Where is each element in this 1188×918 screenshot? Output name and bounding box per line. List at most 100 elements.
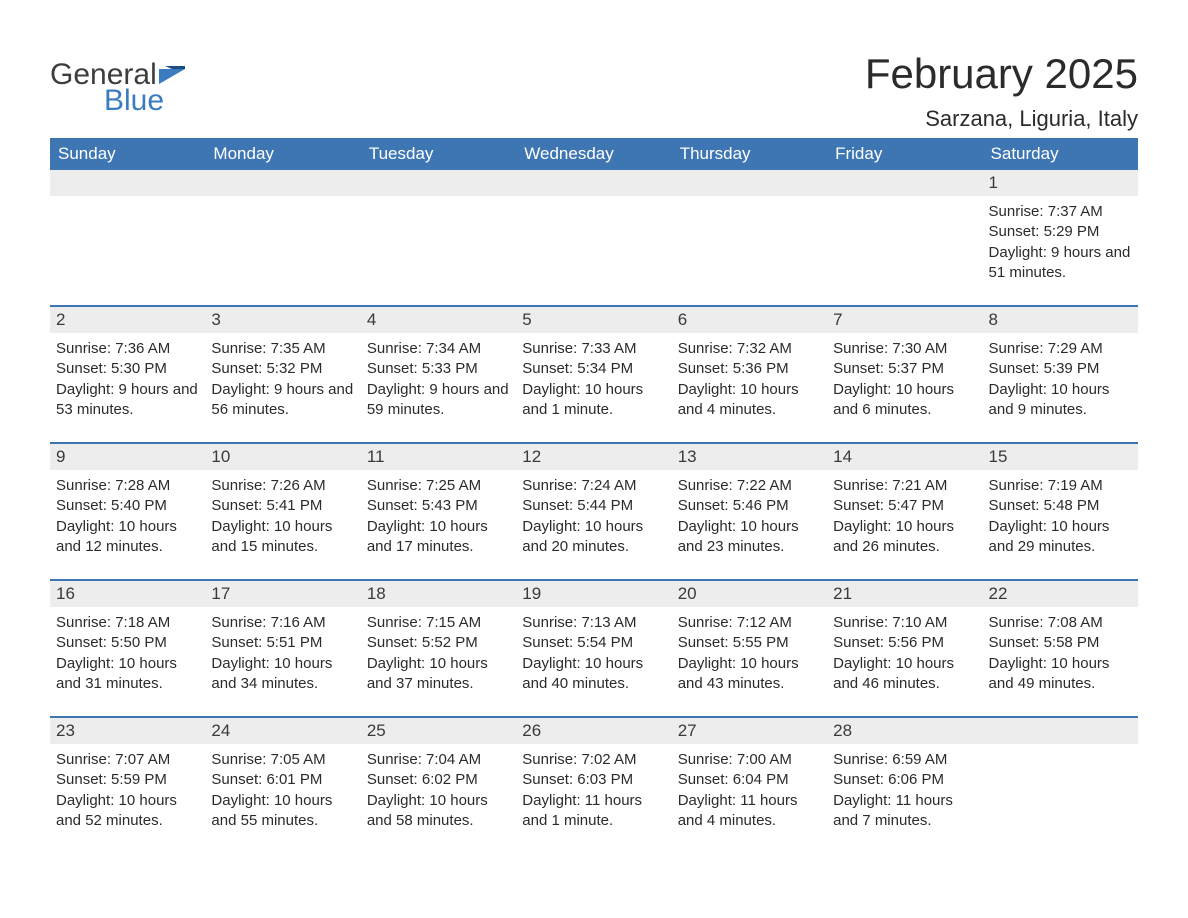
day-details: Sunrise: 7:08 AMSunset: 5:58 PMDaylight:… (983, 607, 1138, 698)
day-number: 28 (827, 718, 982, 744)
day-number: 11 (361, 444, 516, 470)
calendar-day: 3Sunrise: 7:35 AMSunset: 5:32 PMDaylight… (205, 307, 360, 424)
day-details: Sunrise: 7:00 AMSunset: 6:04 PMDaylight:… (672, 744, 827, 835)
day-details: Sunrise: 7:19 AMSunset: 5:48 PMDaylight:… (983, 470, 1138, 561)
calendar-day: 20Sunrise: 7:12 AMSunset: 5:55 PMDayligh… (672, 581, 827, 698)
weekday-monday: Monday (205, 138, 360, 170)
day-number: 26 (516, 718, 671, 744)
sunrise-text: Sunrise: 7:33 AM (522, 339, 665, 359)
sunset-text: Sunset: 6:02 PM (367, 770, 510, 790)
sunset-text: Sunset: 5:32 PM (211, 359, 354, 379)
day-number (205, 170, 360, 196)
daylight-text: Daylight: 11 hours and 1 minute. (522, 791, 665, 832)
day-number (672, 170, 827, 196)
weekday-wednesday: Wednesday (516, 138, 671, 170)
day-number: 4 (361, 307, 516, 333)
calendar-day: 11Sunrise: 7:25 AMSunset: 5:43 PMDayligh… (361, 444, 516, 561)
daylight-text: Daylight: 10 hours and 1 minute. (522, 380, 665, 421)
sunset-text: Sunset: 5:56 PM (833, 633, 976, 653)
day-details: Sunrise: 7:25 AMSunset: 5:43 PMDaylight:… (361, 470, 516, 561)
day-number: 19 (516, 581, 671, 607)
calendar-day: 8Sunrise: 7:29 AMSunset: 5:39 PMDaylight… (983, 307, 1138, 424)
calendar-day: 23Sunrise: 7:07 AMSunset: 5:59 PMDayligh… (50, 718, 205, 835)
day-details: Sunrise: 7:22 AMSunset: 5:46 PMDaylight:… (672, 470, 827, 561)
sunrise-text: Sunrise: 7:02 AM (522, 750, 665, 770)
day-details: Sunrise: 7:15 AMSunset: 5:52 PMDaylight:… (361, 607, 516, 698)
calendar-day: 2Sunrise: 7:36 AMSunset: 5:30 PMDaylight… (50, 307, 205, 424)
sunset-text: Sunset: 5:52 PM (367, 633, 510, 653)
calendar-day: 1Sunrise: 7:37 AMSunset: 5:29 PMDaylight… (983, 170, 1138, 287)
daylight-text: Daylight: 10 hours and 4 minutes. (678, 380, 821, 421)
day-details: Sunrise: 7:05 AMSunset: 6:01 PMDaylight:… (205, 744, 360, 835)
calendar-day: 27Sunrise: 7:00 AMSunset: 6:04 PMDayligh… (672, 718, 827, 835)
day-details: Sunrise: 7:21 AMSunset: 5:47 PMDaylight:… (827, 470, 982, 561)
day-number: 2 (50, 307, 205, 333)
calendar-day: 12Sunrise: 7:24 AMSunset: 5:44 PMDayligh… (516, 444, 671, 561)
day-details: Sunrise: 7:18 AMSunset: 5:50 PMDaylight:… (50, 607, 205, 698)
sunset-text: Sunset: 6:01 PM (211, 770, 354, 790)
day-details: Sunrise: 7:02 AMSunset: 6:03 PMDaylight:… (516, 744, 671, 835)
sunset-text: Sunset: 5:39 PM (989, 359, 1132, 379)
daylight-text: Daylight: 10 hours and 23 minutes. (678, 517, 821, 558)
weekday-friday: Friday (827, 138, 982, 170)
sunset-text: Sunset: 5:41 PM (211, 496, 354, 516)
sunset-text: Sunset: 5:55 PM (678, 633, 821, 653)
calendar-day: 25Sunrise: 7:04 AMSunset: 6:02 PMDayligh… (361, 718, 516, 835)
day-details: Sunrise: 7:04 AMSunset: 6:02 PMDaylight:… (361, 744, 516, 835)
day-details: Sunrise: 7:32 AMSunset: 5:36 PMDaylight:… (672, 333, 827, 424)
calendar-day: 6Sunrise: 7:32 AMSunset: 5:36 PMDaylight… (672, 307, 827, 424)
logo: General Blue (50, 50, 185, 118)
weekday-tuesday: Tuesday (361, 138, 516, 170)
day-number: 24 (205, 718, 360, 744)
day-number: 1 (983, 170, 1138, 196)
calendar-day: 26Sunrise: 7:02 AMSunset: 6:03 PMDayligh… (516, 718, 671, 835)
sunrise-text: Sunrise: 7:30 AM (833, 339, 976, 359)
daylight-text: Daylight: 10 hours and 52 minutes. (56, 791, 199, 832)
sunset-text: Sunset: 5:33 PM (367, 359, 510, 379)
sunrise-text: Sunrise: 7:07 AM (56, 750, 199, 770)
sunset-text: Sunset: 6:06 PM (833, 770, 976, 790)
sunrise-text: Sunrise: 7:04 AM (367, 750, 510, 770)
sunrise-text: Sunrise: 7:19 AM (989, 476, 1132, 496)
day-number: 5 (516, 307, 671, 333)
day-details: Sunrise: 7:13 AMSunset: 5:54 PMDaylight:… (516, 607, 671, 698)
calendar-day (827, 170, 982, 287)
sunrise-text: Sunrise: 7:32 AM (678, 339, 821, 359)
daylight-text: Daylight: 10 hours and 12 minutes. (56, 517, 199, 558)
daylight-text: Daylight: 11 hours and 7 minutes. (833, 791, 976, 832)
calendar-week: 2Sunrise: 7:36 AMSunset: 5:30 PMDaylight… (50, 305, 1138, 424)
day-number: 6 (672, 307, 827, 333)
day-number: 21 (827, 581, 982, 607)
sunrise-text: Sunrise: 7:35 AM (211, 339, 354, 359)
month-title: February 2025 (865, 50, 1138, 98)
calendar-day (672, 170, 827, 287)
daylight-text: Daylight: 10 hours and 43 minutes. (678, 654, 821, 695)
daylight-text: Daylight: 10 hours and 29 minutes. (989, 517, 1132, 558)
sunset-text: Sunset: 5:43 PM (367, 496, 510, 516)
day-number: 17 (205, 581, 360, 607)
day-details: Sunrise: 7:37 AMSunset: 5:29 PMDaylight:… (983, 196, 1138, 287)
day-number: 3 (205, 307, 360, 333)
daylight-text: Daylight: 9 hours and 51 minutes. (989, 243, 1132, 284)
calendar-day: 5Sunrise: 7:33 AMSunset: 5:34 PMDaylight… (516, 307, 671, 424)
calendar: Sunday Monday Tuesday Wednesday Thursday… (50, 138, 1138, 835)
logo-flag-icon (159, 66, 185, 86)
sunset-text: Sunset: 5:58 PM (989, 633, 1132, 653)
calendar-week: 23Sunrise: 7:07 AMSunset: 5:59 PMDayligh… (50, 716, 1138, 835)
daylight-text: Daylight: 9 hours and 59 minutes. (367, 380, 510, 421)
sunset-text: Sunset: 5:40 PM (56, 496, 199, 516)
calendar-day: 18Sunrise: 7:15 AMSunset: 5:52 PMDayligh… (361, 581, 516, 698)
daylight-text: Daylight: 10 hours and 46 minutes. (833, 654, 976, 695)
sunrise-text: Sunrise: 7:00 AM (678, 750, 821, 770)
calendar-day (983, 718, 1138, 835)
day-details: Sunrise: 6:59 AMSunset: 6:06 PMDaylight:… (827, 744, 982, 835)
day-number (516, 170, 671, 196)
day-details: Sunrise: 7:34 AMSunset: 5:33 PMDaylight:… (361, 333, 516, 424)
daylight-text: Daylight: 10 hours and 34 minutes. (211, 654, 354, 695)
calendar-day: 7Sunrise: 7:30 AMSunset: 5:37 PMDaylight… (827, 307, 982, 424)
day-number: 22 (983, 581, 1138, 607)
sunset-text: Sunset: 5:37 PM (833, 359, 976, 379)
day-details: Sunrise: 7:29 AMSunset: 5:39 PMDaylight:… (983, 333, 1138, 424)
calendar-day: 14Sunrise: 7:21 AMSunset: 5:47 PMDayligh… (827, 444, 982, 561)
sunset-text: Sunset: 5:47 PM (833, 496, 976, 516)
